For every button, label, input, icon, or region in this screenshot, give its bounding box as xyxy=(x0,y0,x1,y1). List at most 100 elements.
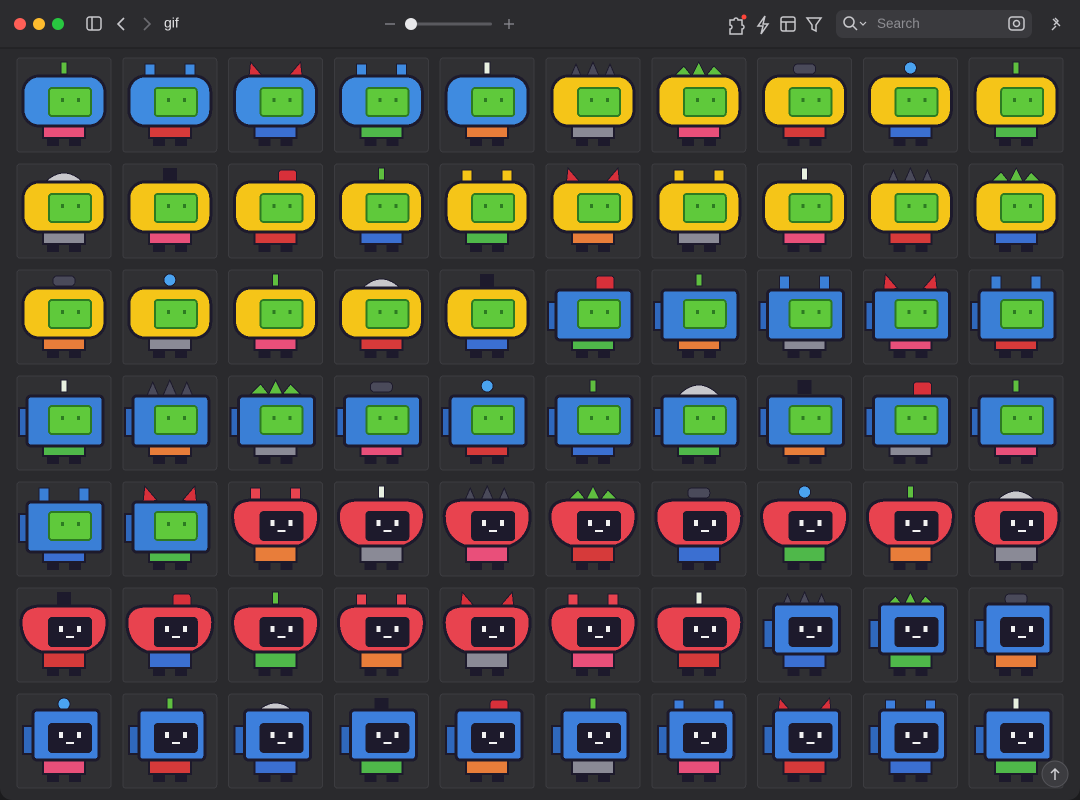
gif-thumbnail[interactable] xyxy=(228,481,324,577)
gif-thumbnail[interactable] xyxy=(862,693,958,789)
gif-thumbnail[interactable] xyxy=(545,163,641,259)
sprite-leg xyxy=(280,138,293,146)
gif-thumbnail[interactable] xyxy=(651,587,747,683)
gif-thumbnail[interactable] xyxy=(333,693,429,789)
gif-thumbnail[interactable] xyxy=(333,269,429,365)
gif-thumbnail[interactable] xyxy=(968,481,1064,577)
gif-thumbnail[interactable] xyxy=(757,163,853,259)
gif-thumbnail[interactable] xyxy=(651,269,747,365)
sprite-eye xyxy=(923,626,928,632)
gif-thumbnail[interactable] xyxy=(439,375,535,471)
gif-thumbnail[interactable] xyxy=(16,587,112,683)
gif-thumbnail[interactable] xyxy=(651,57,747,153)
gif-thumbnail[interactable] xyxy=(545,587,641,683)
image-search-button[interactable] xyxy=(1008,16,1025,31)
gif-thumbnail[interactable] xyxy=(862,269,958,365)
search-field[interactable] xyxy=(836,10,1032,38)
gif-thumbnail[interactable] xyxy=(122,587,218,683)
gif-thumbnail[interactable] xyxy=(862,375,958,471)
gif-thumbnail[interactable] xyxy=(122,269,218,365)
gif-thumbnail[interactable] xyxy=(545,269,641,365)
gif-thumbnail[interactable] xyxy=(968,375,1064,471)
gif-thumbnail[interactable] xyxy=(757,481,853,577)
gif-thumbnail[interactable] xyxy=(862,163,958,259)
gif-thumbnail[interactable] xyxy=(228,375,324,471)
minimize-button[interactable] xyxy=(33,18,45,30)
gif-thumbnail[interactable] xyxy=(16,481,112,577)
zoom-in[interactable] xyxy=(504,19,514,29)
gif-thumbnail[interactable] xyxy=(862,57,958,153)
gif-thumbnail[interactable] xyxy=(228,693,324,789)
gif-thumbnail[interactable] xyxy=(545,693,641,789)
gif-thumbnail[interactable] xyxy=(439,481,535,577)
gif-thumbnail[interactable] xyxy=(968,57,1064,153)
sprite-eye xyxy=(288,98,292,102)
search-options[interactable] xyxy=(859,21,867,26)
gif-thumbnail[interactable] xyxy=(651,693,747,789)
gif-thumbnail[interactable] xyxy=(228,163,324,259)
sprite-mouth xyxy=(489,530,498,532)
zoom-slider-knob[interactable] xyxy=(405,18,417,30)
gif-thumbnail[interactable] xyxy=(439,693,535,789)
gif-thumbnail[interactable] xyxy=(439,163,535,259)
gif-thumbnail[interactable] xyxy=(16,375,112,471)
gif-thumbnail[interactable] xyxy=(968,587,1064,683)
gif-thumbnail[interactable] xyxy=(968,693,1064,789)
gif-thumbnail[interactable] xyxy=(333,587,429,683)
gif-thumbnail[interactable] xyxy=(228,57,324,153)
back-button[interactable] xyxy=(116,17,125,31)
gif-thumbnail[interactable] xyxy=(545,481,641,577)
sprite-screen xyxy=(1000,193,1045,223)
sprite-eye xyxy=(378,204,382,208)
gif-thumbnail[interactable] xyxy=(757,57,853,153)
gif-thumbnail[interactable] xyxy=(333,481,429,577)
gif-thumbnail[interactable] xyxy=(651,481,747,577)
gif-thumbnail[interactable] xyxy=(122,163,218,259)
gif-thumbnail[interactable] xyxy=(968,163,1064,259)
gif-thumbnail[interactable] xyxy=(757,587,853,683)
gif-thumbnail[interactable] xyxy=(333,57,429,153)
gif-thumbnail[interactable] xyxy=(122,481,218,577)
gif-thumbnail[interactable] xyxy=(545,57,641,153)
sidebar-toggle[interactable] xyxy=(86,16,102,31)
pin-button[interactable] xyxy=(1051,17,1061,31)
gif-thumbnail[interactable] xyxy=(651,375,747,471)
gif-thumbnail[interactable] xyxy=(16,163,112,259)
gif-thumbnail[interactable] xyxy=(16,693,112,789)
sprite-leg xyxy=(152,456,165,464)
gif-thumbnail[interactable] xyxy=(122,57,218,153)
gif-thumbnail[interactable] xyxy=(122,375,218,471)
gif-thumbnail[interactable] xyxy=(16,269,112,365)
zoom-button[interactable] xyxy=(52,18,64,30)
gif-thumbnail[interactable] xyxy=(757,375,853,471)
gif-thumbnail[interactable] xyxy=(439,269,535,365)
gif-thumbnail[interactable] xyxy=(862,587,958,683)
gif-thumbnail[interactable] xyxy=(757,693,853,789)
gif-thumbnail[interactable] xyxy=(862,481,958,577)
sprite-leg xyxy=(386,350,399,358)
sprite-eye xyxy=(1013,310,1017,314)
view-button[interactable] xyxy=(780,16,796,32)
filter-button[interactable] xyxy=(805,17,823,33)
zoom-slider-track[interactable] xyxy=(405,22,492,26)
gif-thumbnail[interactable] xyxy=(333,375,429,471)
gif-thumbnail[interactable] xyxy=(439,57,535,153)
gif-thumbnail[interactable] xyxy=(545,375,641,471)
gif-thumbnail[interactable] xyxy=(228,269,324,365)
close-button[interactable] xyxy=(14,18,26,30)
gif-thumbnail[interactable] xyxy=(439,587,535,683)
gif-thumbnail[interactable] xyxy=(757,269,853,365)
sprite-screen xyxy=(365,405,410,435)
gif-thumbnail[interactable] xyxy=(968,269,1064,365)
gif-thumbnail[interactable] xyxy=(228,587,324,683)
shortcuts-button[interactable] xyxy=(756,15,770,35)
sprite-eye xyxy=(695,310,699,314)
gif-thumbnail[interactable] xyxy=(122,693,218,789)
gif-thumbnail[interactable] xyxy=(333,163,429,259)
gif-thumbnail[interactable] xyxy=(651,163,747,259)
gif-thumbnail[interactable] xyxy=(16,57,112,153)
extensions-button[interactable] xyxy=(729,17,745,35)
sprite-eye xyxy=(394,732,399,738)
sprite-eye xyxy=(693,520,698,526)
forward-button[interactable] xyxy=(143,17,152,31)
